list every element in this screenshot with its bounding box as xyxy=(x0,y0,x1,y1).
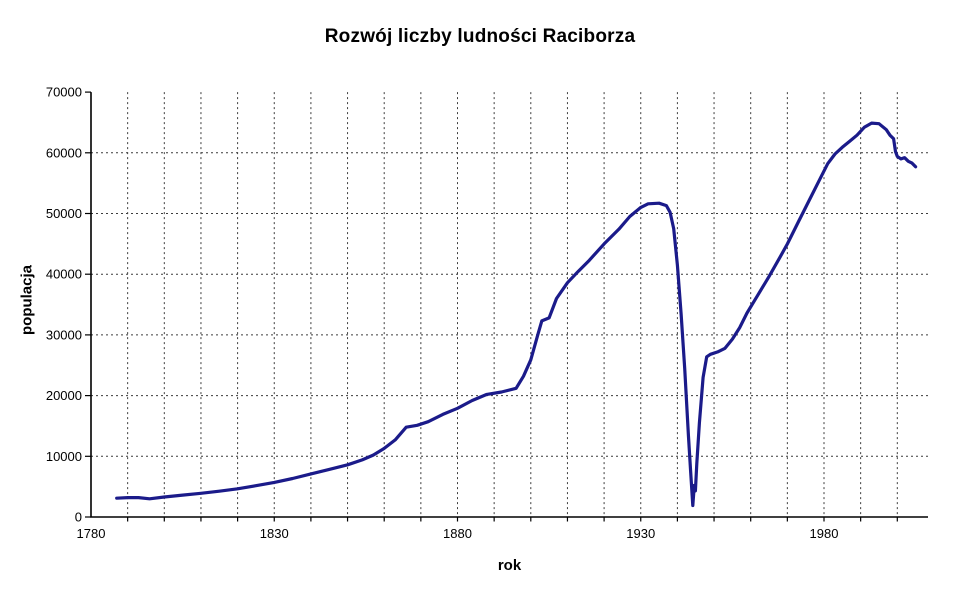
y-tick-label: 20000 xyxy=(46,388,82,403)
population-line-series xyxy=(115,121,918,508)
x-tick-label: 1880 xyxy=(443,526,472,541)
x-tick-label: 1830 xyxy=(260,526,289,541)
x-tick-label: 1780 xyxy=(77,526,106,541)
x-tick-label: 1980 xyxy=(810,526,839,541)
y-tick-label: 40000 xyxy=(46,267,82,282)
y-tick-label: 50000 xyxy=(46,206,82,221)
y-tick-label: 60000 xyxy=(46,145,82,160)
y-tick-label: 70000 xyxy=(46,85,82,100)
axes xyxy=(90,92,928,518)
y-axis-label: populacja xyxy=(18,264,36,336)
y-tick-label: 10000 xyxy=(46,449,82,464)
y-tick-label: 0 xyxy=(75,510,82,525)
y-tick-label: 30000 xyxy=(46,327,82,342)
chart-title: Rozwój liczby ludności Raciborza xyxy=(324,26,636,47)
x-tick-label: 1930 xyxy=(626,526,655,541)
x-axis-label: rok xyxy=(497,557,522,574)
